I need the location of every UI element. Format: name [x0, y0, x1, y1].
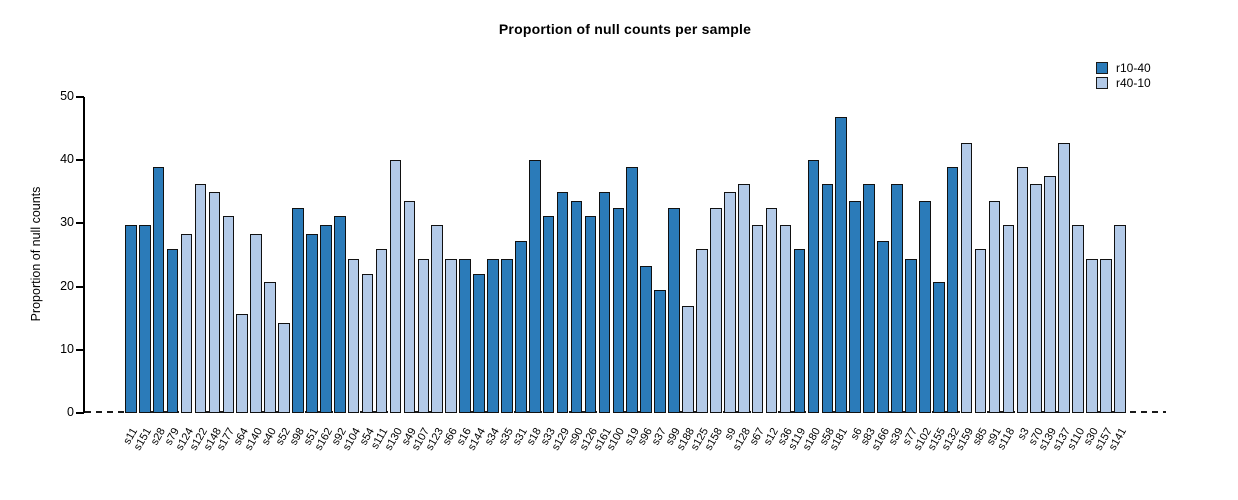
bar	[333, 216, 346, 413]
bar	[905, 258, 917, 413]
y-tick-label: 40	[60, 152, 74, 167]
bar	[919, 200, 931, 413]
legend-label-r40-10: r40-10	[1116, 75, 1151, 90]
bar	[152, 167, 165, 413]
bar	[932, 282, 945, 413]
y-tick-mark	[76, 285, 84, 288]
bar	[222, 216, 235, 413]
y-tick-label: 10	[60, 341, 74, 356]
bar	[278, 322, 290, 413]
legend-label-r10-40: r10-40	[1116, 60, 1151, 75]
bar	[347, 258, 360, 413]
bar	[445, 258, 457, 413]
bar	[988, 200, 1001, 413]
bar	[1058, 143, 1070, 413]
legend-item-r40-10: r40-10	[1096, 75, 1151, 90]
y-tick-label: 0	[67, 405, 74, 419]
zero-baseline	[85, 411, 1166, 413]
bar	[877, 241, 889, 413]
bar	[779, 224, 792, 413]
bar	[487, 258, 499, 413]
bar	[528, 159, 541, 413]
bar	[375, 249, 388, 413]
bar	[849, 200, 861, 413]
bar	[570, 200, 583, 413]
bar	[180, 233, 193, 413]
chart-title: Proportion of null counts per sample	[498, 21, 752, 37]
legend: r10-40 r40-10	[1096, 60, 1151, 90]
bar	[1044, 176, 1056, 413]
bar	[250, 233, 262, 413]
bar	[974, 249, 987, 413]
bar	[208, 192, 221, 413]
legend-item-r10-40: r10-40	[1096, 60, 1151, 75]
bar	[626, 167, 639, 413]
y-axis-title: Proportion of null counts	[29, 186, 43, 322]
bar	[668, 208, 680, 413]
bar	[584, 216, 597, 413]
bar	[292, 208, 304, 413]
bar	[361, 273, 374, 413]
y-tick-label: 50	[60, 89, 74, 103]
bar	[598, 192, 611, 413]
legend-swatch-r10-40-icon	[1096, 61, 1108, 74]
legend-swatch-r40-10-icon	[1096, 76, 1108, 89]
bar	[751, 224, 764, 413]
bar	[946, 167, 959, 413]
bar	[1114, 224, 1126, 413]
bar	[166, 249, 179, 413]
y-tick-mark	[76, 348, 84, 351]
bar	[612, 208, 625, 413]
bar	[793, 249, 806, 413]
bar	[125, 224, 137, 413]
bar	[138, 224, 151, 413]
y-tick-mark	[76, 412, 84, 414]
bar	[1030, 183, 1043, 413]
bar	[389, 159, 402, 413]
bar	[515, 241, 527, 413]
bar	[765, 208, 778, 413]
bar	[459, 258, 471, 413]
bar	[264, 282, 276, 413]
bar	[1100, 258, 1112, 413]
bar	[501, 258, 513, 413]
bar	[417, 258, 430, 413]
bar	[891, 183, 903, 413]
bar	[654, 289, 666, 413]
y-axis-line	[83, 97, 85, 413]
bar	[1086, 258, 1098, 413]
bar	[737, 183, 750, 413]
bar	[556, 192, 569, 413]
y-tick-mark	[76, 222, 84, 225]
bar	[682, 306, 694, 413]
bar	[640, 265, 652, 413]
bar	[863, 183, 875, 413]
bar	[1072, 224, 1084, 413]
bar	[696, 249, 708, 413]
bar	[807, 159, 820, 413]
y-tick-label: 20	[60, 278, 74, 293]
bar	[431, 224, 444, 413]
bar	[835, 117, 848, 413]
y-tick-mark	[76, 159, 84, 162]
bar	[194, 183, 207, 413]
bar	[821, 183, 834, 413]
bar	[1016, 167, 1029, 413]
y-tick-mark	[76, 96, 84, 98]
bar	[960, 143, 973, 413]
bar	[236, 314, 249, 413]
bar	[473, 273, 485, 413]
bar	[542, 216, 555, 413]
bar	[320, 224, 332, 413]
bar	[710, 208, 722, 413]
bar	[306, 233, 318, 413]
bar	[723, 192, 736, 413]
y-tick-label: 30	[60, 215, 74, 230]
bar	[403, 200, 416, 413]
bar	[1002, 224, 1015, 413]
